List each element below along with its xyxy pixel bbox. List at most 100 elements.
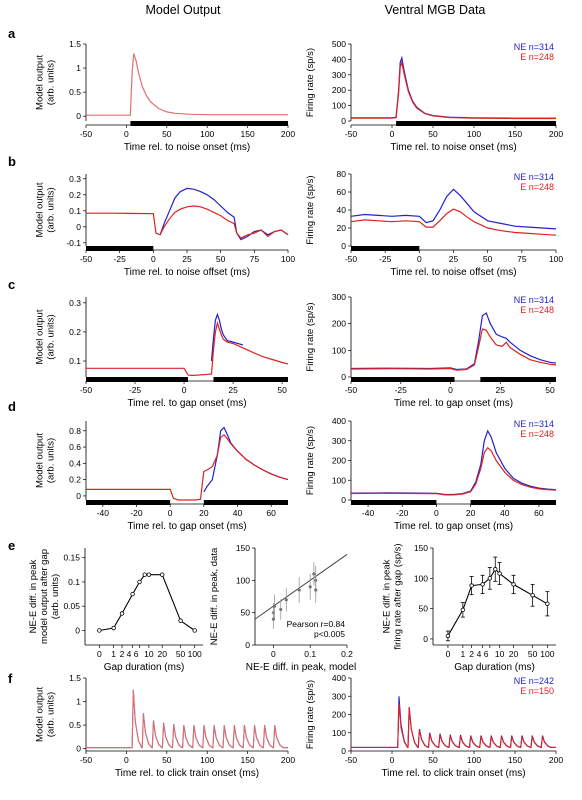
x-axis-label: Time rel. to click train onset (ms) [115,768,259,779]
chart-a-data: 0 100 200 300 400 500 -50 0 50 100 150 200 Time rel.… [305,39,563,153]
y-tick-label: 0.5 [69,720,81,730]
y-axis-label: Firing rate (sp/s) [305,48,316,117]
chart-c-model: 0.1 0.2 0.3 -50 -25 0 25 50 Time rel. to gap ons… [35,297,289,409]
y-axis-label-line: NE-E diff. in peak, data [209,547,220,645]
data-point [545,601,550,606]
stimulus-bar [203,500,288,505]
x-tick-label: 200 [549,755,563,765]
x-tick-label: -50 [345,385,358,395]
scatter-point [272,604,277,608]
y-tick-label: 0 [76,222,81,232]
legend-entry: NE n=314 [514,419,554,429]
y-tick-label: 0.3 [69,174,81,184]
x-tick-label: 50 [545,385,555,395]
y-tick-label: 200 [332,85,346,95]
series-line [350,446,557,496]
x-tick-label: 0 [390,755,395,765]
data-point [487,576,493,581]
x-tick-label: 150 [508,755,522,765]
chart-b-model: -0.1 0 0.1 0.2 0.3 -50 -25 0 25 50 75 100 Time rel. … [35,174,296,278]
x-tick-label: 10 [144,649,154,659]
x-axis-label: Gap duration (ms) [104,662,185,673]
y-tick-label: 0.8 [69,426,81,436]
x-axis-label: Time rel. to gap onset (ms) [394,398,513,409]
y-tick-label: 0 [75,625,80,635]
series-line [86,205,289,239]
y-tick-label: 150 [414,543,428,553]
y-axis-label-line: (arb. units) [46,692,57,737]
data-point [178,618,183,623]
x-tick-label: 20 [509,649,519,659]
x-tick-label: 150 [508,129,522,139]
x-axis-label: NE-E diff. in peak, model [246,662,356,673]
y-tick-label: 1.5 [69,673,81,683]
y-axis-label-line: Firing rate (sp/s) [305,302,316,371]
y-tick-label: 0.1 [68,577,80,587]
chart-b-data: 0 20 40 60 80 -50 -25 0 25 50 75 100 Time rel. to no… [305,169,563,278]
x-tick-label: -25 [129,385,142,395]
y-tick-label: 0 [76,111,81,121]
y-tick-label: 0.2 [69,327,81,337]
y-axis-label-line: Model output [35,182,46,237]
series-line [99,574,196,632]
x-tick-label: 50 [483,254,493,264]
scatter-point [279,607,283,612]
y-axis-label: NE-E diff. in peakfiring rate after gap … [382,543,404,649]
panel-label-d: d [8,399,16,414]
series-line [350,312,557,371]
x-axis-label: Time rel. to click train onset (ms) [381,768,525,779]
x-tick-label: 0 [390,129,395,139]
x-tick-label: -40 [97,508,110,518]
data-point [480,582,485,587]
x-tick-label: 100 [549,254,563,264]
x-tick-label: 50 [162,129,172,139]
y-axis-label-line: Model output [35,55,46,110]
x-tick-label: 100 [200,129,214,139]
series-line [447,568,548,637]
y-tick-label: 20 [337,223,347,233]
y-tick-label: 100 [332,101,346,111]
legend-entry: E n=248 [520,182,554,192]
y-tick-label: 0.2 [69,475,81,485]
y-axis-label-line: Firing rate (sp/s) [305,175,316,244]
x-tick-label: 100 [467,129,481,139]
x-tick-label: 100 [467,755,481,765]
y-tick-label: 0 [423,634,428,644]
chart-d-data: 0 100 200 300 400 -40 -20 0 20 40 60 Time rel. to g… [305,416,557,532]
x-tick-label: 100 [281,254,295,264]
data-point [511,582,516,587]
data-point [445,633,451,639]
x-tick-label: 25 [182,254,192,264]
y-tick-label: 0.5 [69,87,81,97]
data-point [460,607,466,613]
x-tick-label: -50 [345,129,358,139]
x-tick-label: -25 [379,254,392,264]
y-tick-label: 1 [76,63,81,73]
y-tick-label: 100 [332,345,346,355]
x-tick-label: 40 [500,508,510,518]
x-tick-label: 60 [534,508,544,518]
y-axis-label-line: (arb. units) [46,187,57,232]
panel-label-f: f [8,671,13,686]
chart-c-data: 0 100 200 300 -50 -25 0 25 50 Time rel. to gap on… [305,292,557,409]
y-axis-label-line: NE-E diff. in peak [382,559,393,633]
y-tick-label: 0.3 [69,298,81,308]
y-axis-label-line: Firing rate (sp/s) [305,426,316,495]
y-tick-label: 0.05 [63,601,80,611]
x-tick-label: 0.1 [304,649,316,659]
series-line-ne [86,689,288,749]
x-tick-label: -50 [80,129,93,139]
stimulus-bar [86,500,171,505]
scatter-point [308,585,312,589]
y-axis-label-line: Firing rate (sp/s) [305,48,316,117]
fit-line [254,554,348,620]
x-tick-label: 20 [158,649,168,659]
y-axis-label: Model output(arb. units) [35,309,57,364]
legend-entry: NE n=314 [514,295,554,305]
y-axis-label: Firing rate (sp/s) [305,302,316,371]
y-axis-label: NE-E diff. in peak, data [209,547,220,645]
y-tick-label: 80 [337,169,347,179]
y-axis-label: Model output(arb. units) [35,55,57,110]
panel-label-a: a [8,26,16,41]
